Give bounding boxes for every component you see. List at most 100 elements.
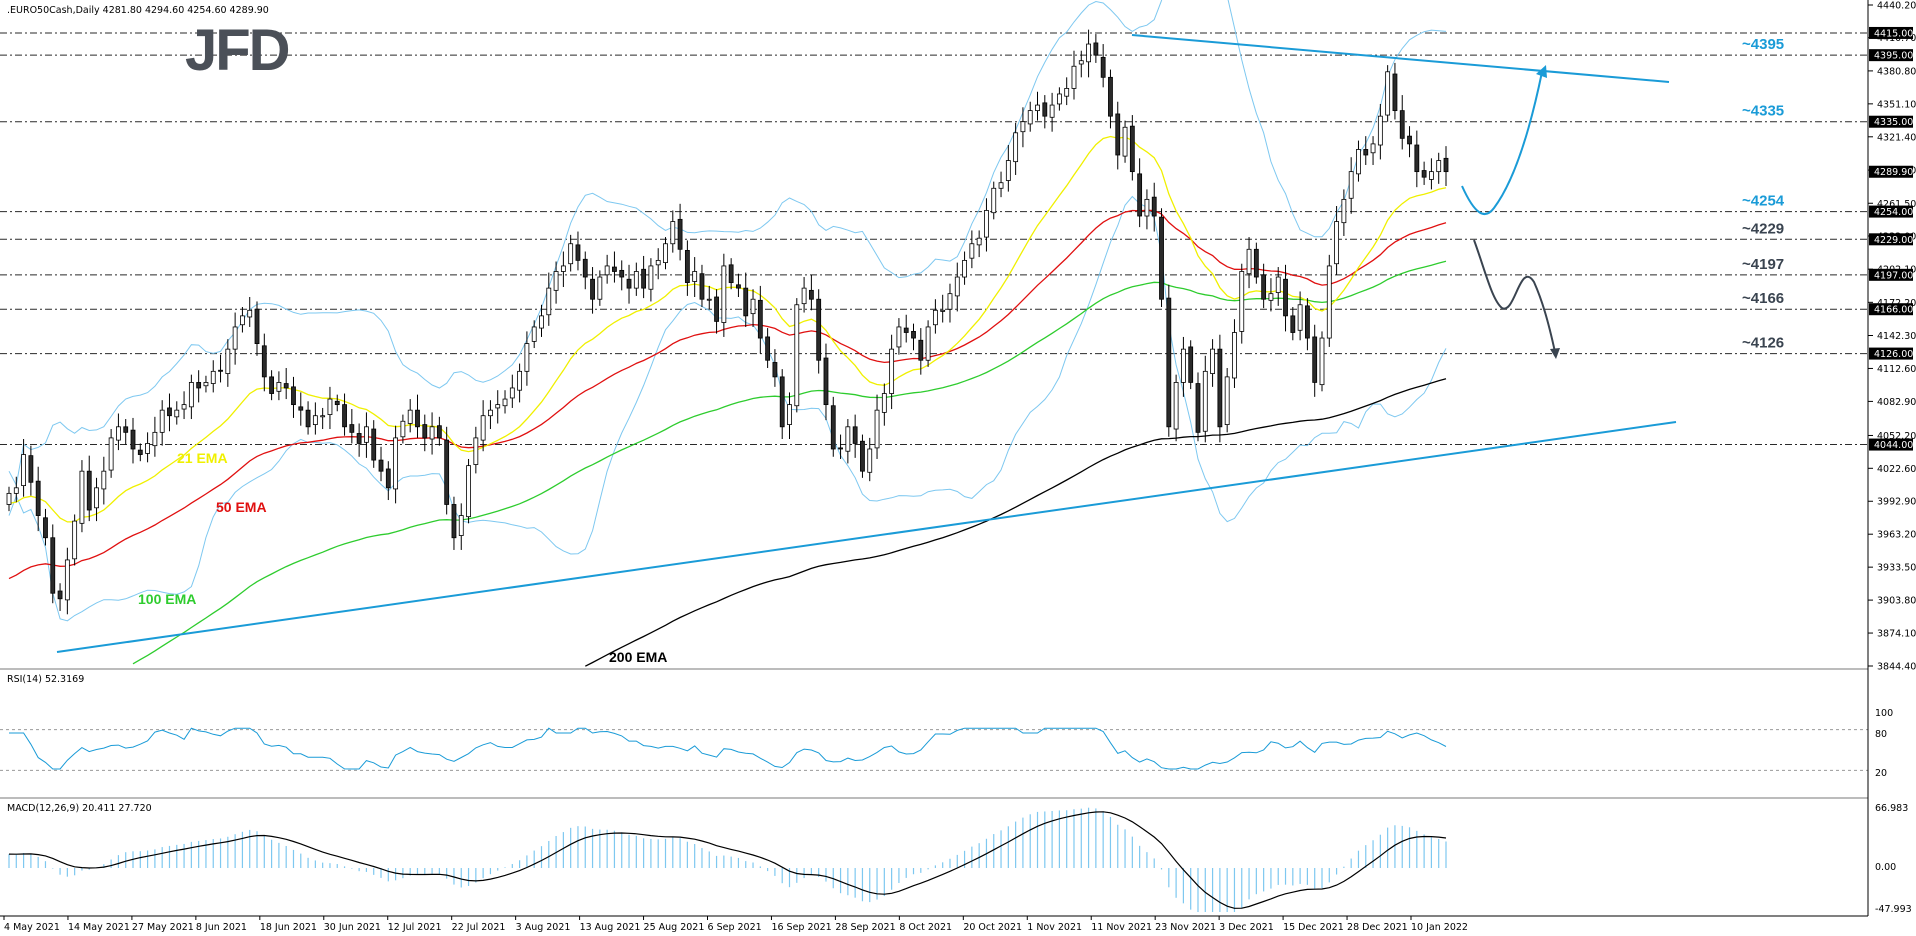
bull-candle	[560, 265, 566, 272]
bull-candle	[1202, 370, 1208, 432]
bull-candle	[991, 187, 997, 214]
bear-candle	[1042, 102, 1048, 117]
bear-candle	[50, 537, 56, 594]
bear-candle	[590, 278, 595, 300]
date-tick-label: 25 Aug 2021	[644, 922, 705, 933]
bear-candle	[451, 504, 457, 539]
bull-candle	[1210, 348, 1215, 374]
bull-candle	[1005, 160, 1011, 181]
bear-candle	[1443, 157, 1449, 173]
bull-candle	[364, 426, 369, 443]
jfd-logo: JFD	[185, 18, 291, 83]
bull-candle	[79, 470, 85, 524]
macd-tick-max: 66.983	[1875, 803, 1908, 814]
bull-candle	[984, 210, 989, 238]
bull-candle	[925, 326, 931, 361]
ema-200-line	[585, 378, 1447, 667]
bear-candle	[1151, 196, 1157, 217]
bull-candle	[889, 348, 895, 394]
rsi-tick-80: 80	[1875, 729, 1887, 740]
bull-candle	[1275, 276, 1281, 293]
bear-candle	[1407, 135, 1412, 145]
bear-candle	[779, 376, 785, 428]
bull-candle	[517, 370, 523, 391]
bull-candle	[801, 287, 807, 305]
bull-candle	[473, 437, 479, 465]
price-tick-label: 3844.40	[1877, 662, 1916, 673]
bear-candle	[852, 426, 858, 444]
level-label: ~4197	[1742, 256, 1784, 273]
price-tick-label: 4321.40	[1877, 132, 1916, 143]
date-tick-label: 28 Dec 2021	[1347, 922, 1408, 933]
bull-candle	[940, 309, 946, 312]
bear-candle	[830, 405, 836, 450]
bear-candle	[1253, 248, 1259, 278]
bull-candle	[6, 492, 12, 505]
bear-candle	[28, 455, 34, 483]
price-tag-label: 4197.00	[1874, 270, 1913, 281]
bullish-arrow-head	[1536, 65, 1547, 78]
bull-candle	[692, 271, 698, 282]
bull-candle	[232, 326, 238, 350]
bull-candle	[21, 454, 26, 487]
bear-candle	[298, 406, 304, 411]
bull-candle	[1348, 171, 1354, 199]
date-tick-label: 23 Nov 2021	[1155, 922, 1216, 933]
price-tag	[1869, 438, 1913, 451]
bear-candle	[612, 266, 617, 272]
bull-candle	[159, 409, 165, 433]
date-tick-label: 22 Jul 2021	[452, 922, 506, 933]
price-tag-label: 4335.00	[1874, 117, 1913, 128]
bull-candle	[524, 343, 530, 372]
bear-candle	[1392, 73, 1398, 112]
bear-candle	[714, 296, 719, 322]
svg-text:JFD: JFD	[185, 18, 289, 83]
price-tick-label: 4052.20	[1877, 431, 1916, 442]
bull-candle	[1064, 88, 1070, 97]
bearish-arrow-head	[1550, 348, 1560, 359]
bull-candle	[94, 487, 99, 509]
bear-candle	[254, 308, 260, 344]
bear-candle	[444, 439, 450, 505]
bull-candle	[604, 265, 610, 276]
bull-candle	[1013, 132, 1019, 163]
bull-candle	[509, 387, 515, 399]
date-tick-label: 11 Nov 2021	[1091, 922, 1152, 933]
bull-candle	[663, 243, 668, 264]
bear-candle	[1129, 125, 1135, 173]
bear-candle	[342, 404, 347, 428]
bear-candle	[378, 459, 384, 472]
bull-candle	[480, 415, 486, 441]
date-tick-label: 3 Aug 2021	[516, 922, 571, 933]
bull-candle	[1173, 382, 1179, 430]
macd-tick-zero: 0.00	[1875, 862, 1896, 873]
bear-candle	[765, 336, 771, 361]
price-tick-label: 4112.60	[1877, 364, 1916, 375]
bear-candle	[1115, 113, 1121, 156]
bull-candle	[794, 304, 800, 407]
level-label: ~4254	[1742, 193, 1785, 210]
bear-candle	[1414, 144, 1420, 173]
price-tag-label: 4044.00	[1874, 440, 1913, 451]
bull-candle	[1341, 198, 1347, 224]
price-tick-label: 3874.10	[1877, 629, 1916, 640]
bull-candle	[1319, 337, 1325, 386]
bull-candle	[1326, 265, 1332, 339]
bear-candle	[415, 409, 420, 428]
bull-candle	[1377, 115, 1383, 146]
ema-50-line	[8, 209, 1447, 580]
bear-candle	[1137, 173, 1143, 217]
bull-candle	[225, 348, 231, 374]
ema-label: 100 EMA	[138, 591, 196, 607]
bear-candle	[436, 425, 442, 439]
price-tag-label: 4254.00	[1874, 207, 1913, 218]
ema-label: 50 EMA	[216, 499, 267, 515]
bull-candle	[458, 515, 464, 536]
bull-candle	[108, 437, 114, 471]
price-tag	[1869, 49, 1913, 62]
bull-candle	[1232, 332, 1237, 379]
price-tag	[1869, 165, 1913, 178]
bull-candle	[1020, 121, 1026, 133]
